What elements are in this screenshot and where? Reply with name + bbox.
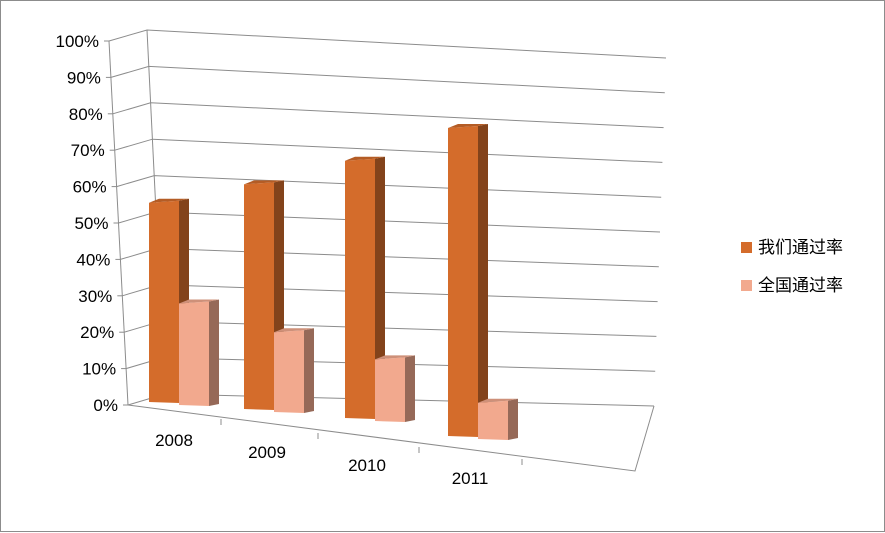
y-tick-labels: 0% 10% 20% 30% 40% 50% 60% 70% 80% 90% 100% [56,32,118,415]
y-tick-label: 80% [69,105,103,124]
bar-front [179,301,209,406]
bar-2011-s0 [448,124,488,438]
category-label-2011: 2011 [452,469,489,488]
y-tick-label: 100% [56,32,99,51]
y-tick-label: 60% [73,178,107,197]
bar-top [375,355,415,360]
legend-label-0: 我们通过率 [758,238,843,258]
bar-top [478,398,518,403]
left-wall-edge [108,40,129,406]
gridline [110,65,665,94]
gridline [112,102,664,129]
bar-side [209,299,219,406]
category-label-2009: 2009 [248,443,286,462]
legend-swatch-1 [741,280,752,291]
y-tick-label: 30% [78,287,112,306]
bar-top [244,180,284,185]
floor-edge [127,404,655,472]
bar-top [345,156,385,161]
y-tick-label: 20% [80,323,114,342]
bar-front [375,357,405,422]
bar-front [244,182,274,410]
bar-2009-s1 [274,328,314,413]
bar-2010-s0 [345,156,385,420]
bar-side [304,328,314,413]
legend-label-1: 全国通过率 [758,276,843,296]
category-label-2010: 2010 [348,456,386,475]
bar-top [149,198,189,203]
y-tick-label: 90% [67,68,101,87]
bar-front [448,126,478,438]
bar-top [179,299,219,304]
gridline [114,138,663,163]
bar-front [149,200,179,403]
bars [149,124,518,440]
y-tick-label: 10% [82,360,116,379]
bar-2011-s1 [478,398,518,440]
bar-side [508,398,518,440]
bar-side [478,124,488,438]
bar-top [448,124,488,129]
bar-front [274,330,304,413]
gridline [108,29,667,59]
y-tick-label: 50% [74,214,108,233]
gridline [116,175,662,198]
gridline [120,247,659,268]
gridline [118,211,661,233]
y-tick-label: 0% [93,396,118,415]
bar-side [405,355,415,422]
bar-front [478,400,508,440]
y-tick-label: 40% [76,250,110,269]
gridline [122,284,658,303]
category-label-2008: 2008 [155,431,193,450]
y-tick-label: 70% [71,141,105,160]
bar-2010-s1 [375,355,415,422]
legend-swatch-0 [741,242,752,253]
bar-side [375,156,385,420]
category-labels: 2008 2009 2010 2011 [155,431,488,488]
bar-top [274,328,314,333]
bar-front [345,158,375,420]
bar-2008-s1 [179,299,219,406]
